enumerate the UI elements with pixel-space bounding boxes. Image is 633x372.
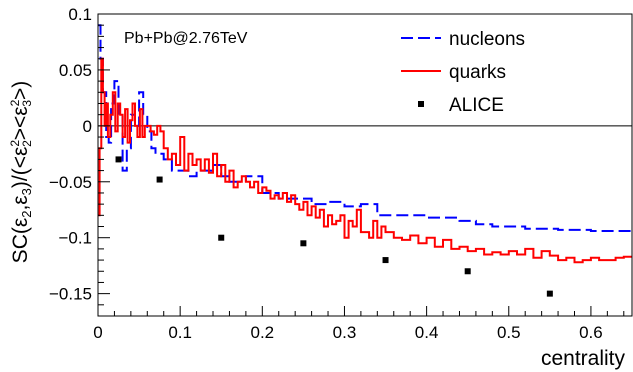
y-tick-label: 0 (83, 117, 92, 136)
annotation-label: Pb+Pb@2.76TeV (124, 30, 248, 47)
x-tick-label: 0.4 (415, 323, 439, 342)
data-point-alice (464, 268, 471, 275)
data-point-alice (115, 156, 122, 163)
legend-label-nucleons: nucleons (449, 29, 525, 50)
x-axis-title: centrality (541, 347, 626, 370)
data-point-alice (382, 257, 389, 264)
x-tick-label: 0.1 (168, 323, 192, 342)
plot-frame (97, 13, 633, 317)
x-tick-label: 0 (93, 323, 102, 342)
y-tick-label: 0.05 (59, 61, 92, 80)
y-tick-label: −0.05 (49, 173, 92, 192)
y-tick-label: −0.15 (49, 285, 92, 304)
y-tick-label: −0.1 (58, 229, 92, 248)
legend: nucleons quarks ALICE (401, 29, 525, 116)
legend-label-quarks: quarks (449, 62, 506, 83)
series-layer (98, 24, 632, 297)
data-point-alice (156, 176, 163, 183)
y-axis-title: SC(ε2,ε3)/(<ε22><ε23>) (8, 81, 34, 264)
data-point-alice (300, 240, 307, 247)
x-tick-label: 0.2 (250, 323, 274, 342)
data-point-alice (218, 234, 225, 241)
x-tick-label: 0.3 (333, 323, 357, 342)
x-tick-label: 0.5 (497, 323, 521, 342)
legend-label-alice: ALICE (449, 95, 504, 116)
series-line-quarks (98, 57, 632, 264)
x-tick-label: 0.6 (579, 323, 603, 342)
y-tick-label: 0.1 (68, 5, 92, 24)
legend-marker-alice (418, 101, 424, 107)
data-point-alice (546, 290, 553, 297)
axes-layer: 0 0.1 0.2 0.3 0.4 0.5 0.6 0.1 0.05 0 −0.05 −0.1 −0.1… (49, 5, 633, 342)
